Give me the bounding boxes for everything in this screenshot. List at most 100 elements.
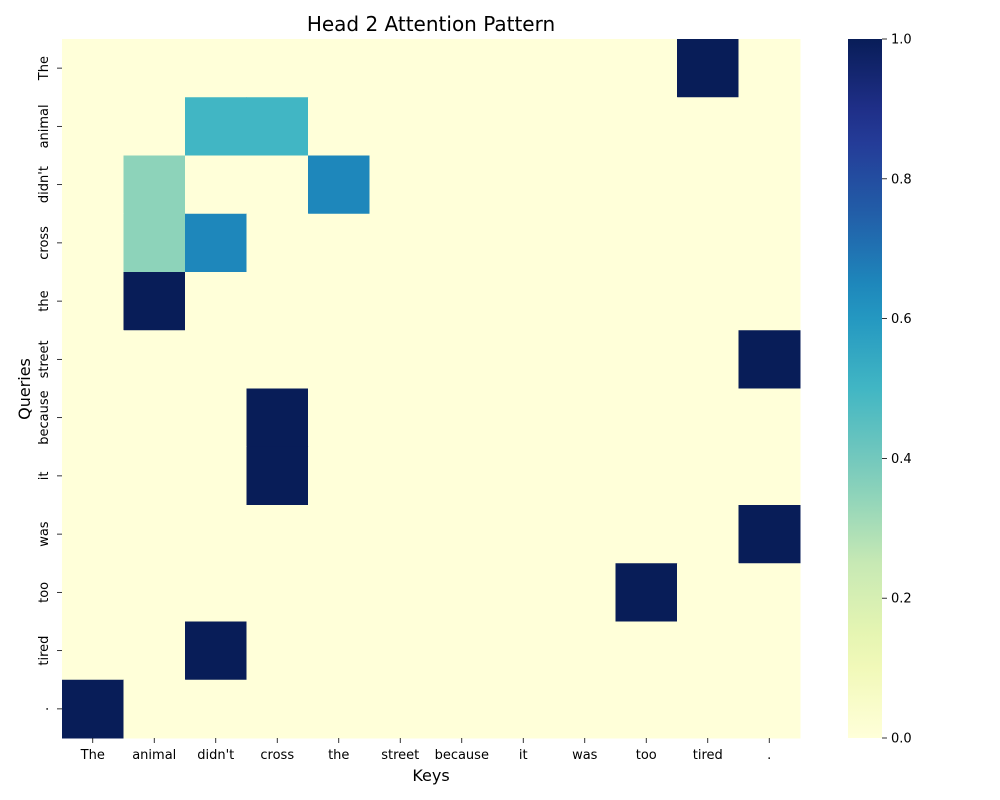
- x-tick-label: was: [572, 748, 598, 763]
- heatmap-cell: [554, 505, 616, 564]
- heatmap-cell: [185, 213, 247, 273]
- heatmap-cell: [554, 679, 616, 739]
- heatmap-cell: [615, 505, 678, 564]
- heatmap-cell: [738, 39, 801, 98]
- y-axis-ticks: The animal didn't cross the street because it wa…: [37, 56, 62, 711]
- heatmap-cell: [677, 155, 739, 215]
- chart-title: Head 2 Attention Pattern: [307, 12, 555, 36]
- heatmap-cell: [246, 39, 309, 98]
- y-tick-label: because: [37, 390, 52, 444]
- y-tick-label: the: [37, 290, 52, 311]
- heatmap-cell: [185, 39, 247, 98]
- heatmap-cell: [677, 39, 739, 98]
- y-tick-label: The: [37, 56, 52, 81]
- heatmap-cell: [369, 97, 432, 156]
- heatmap-cell: [62, 621, 124, 681]
- colorbar-tick-label: 0.2: [891, 592, 912, 607]
- heatmap-cell: [615, 39, 678, 98]
- y-tick-label: animal: [37, 104, 52, 148]
- heatmap-cell: [185, 97, 247, 156]
- x-tick-label: animal: [132, 748, 176, 763]
- heatmap-cell: [554, 330, 616, 389]
- heatmap-cell: [554, 97, 616, 156]
- x-tick-label: it: [519, 748, 528, 763]
- heatmap-cell: [615, 97, 678, 156]
- y-tick-label: cross: [37, 226, 52, 260]
- heatmap-cell: [738, 330, 801, 389]
- x-tick-label: the: [328, 748, 349, 763]
- heatmap-cell: [615, 213, 678, 273]
- heatmap-cell: [492, 563, 555, 622]
- heatmap-cell: [308, 679, 370, 739]
- heatmap-cell: [554, 446, 616, 506]
- heatmap-cell: [185, 446, 247, 506]
- y-tick-label: it: [37, 472, 52, 481]
- heatmap-cell: [738, 388, 801, 448]
- heatmap-cell: [62, 388, 124, 448]
- heatmap-cell: [369, 272, 432, 331]
- heatmap-cell: [308, 330, 370, 389]
- heatmap-cell: [431, 39, 493, 98]
- heatmap-cell: [431, 446, 493, 506]
- heatmap-cell: [123, 155, 186, 215]
- heatmap-cell: [431, 505, 493, 564]
- x-tick-label: The: [80, 748, 105, 763]
- heatmap-cell: [492, 388, 555, 448]
- x-tick-label: didn't: [197, 748, 234, 763]
- heatmap-cell: [308, 39, 370, 98]
- heatmap-cell: [62, 155, 124, 215]
- heatmap-cell: [431, 679, 493, 739]
- y-tick-label: street: [37, 340, 52, 378]
- heatmap-cell: [185, 155, 247, 215]
- heatmap-cell: [62, 330, 124, 389]
- heatmap-cell: [615, 446, 678, 506]
- heatmap-cell: [369, 388, 432, 448]
- heatmap-cell: [738, 563, 801, 622]
- y-tick-label: too: [37, 582, 52, 603]
- heatmap-cell: [185, 563, 247, 622]
- y-axis-label: Queries: [15, 358, 34, 420]
- heatmap-cell: [246, 679, 309, 739]
- heatmap-cell: [615, 155, 678, 215]
- heatmap-cell: [246, 446, 309, 506]
- heatmap-cell: [738, 679, 801, 739]
- heatmap-cell: [123, 679, 186, 739]
- heatmap-cell: [308, 213, 370, 273]
- heatmap-cell: [369, 679, 432, 739]
- heatmap-cell: [492, 446, 555, 506]
- heatmap-cell: [431, 155, 493, 215]
- heatmap-cell: [246, 330, 309, 389]
- heatmap-cell: [492, 272, 555, 331]
- heatmap-cell: [308, 505, 370, 564]
- heatmap-cell: [369, 39, 432, 98]
- heatmap-cell: [185, 388, 247, 448]
- heatmap-cell: [369, 213, 432, 273]
- heatmap-cell: [62, 446, 124, 506]
- heatmap-cell: [492, 505, 555, 564]
- heatmap-cell: [554, 272, 616, 331]
- heatmap-cell: [615, 272, 678, 331]
- heatmap-cells: [62, 39, 801, 739]
- y-tick-label: .: [37, 707, 52, 711]
- heatmap-cell: [369, 505, 432, 564]
- heatmap-cell: [431, 388, 493, 448]
- heatmap-cell: [554, 213, 616, 273]
- heatmap-cell: [246, 505, 309, 564]
- heatmap-cell: [431, 563, 493, 622]
- heatmap-cell: [615, 330, 678, 389]
- colorbar-tick-label: 1.0: [891, 33, 912, 48]
- heatmap-cell: [246, 563, 309, 622]
- heatmap-cell: [431, 621, 493, 681]
- heatmap-cell: [677, 563, 739, 622]
- heatmap-cell: [431, 272, 493, 331]
- colorbar: [848, 39, 882, 738]
- heatmap-cell: [492, 213, 555, 273]
- heatmap-cell: [677, 388, 739, 448]
- x-tick-label: tired: [693, 748, 723, 763]
- heatmap-cell: [554, 621, 616, 681]
- heatmap-cell: [185, 505, 247, 564]
- heatmap-cell: [246, 155, 309, 215]
- heatmap-cell: [492, 621, 555, 681]
- heatmap-cell: [62, 213, 124, 273]
